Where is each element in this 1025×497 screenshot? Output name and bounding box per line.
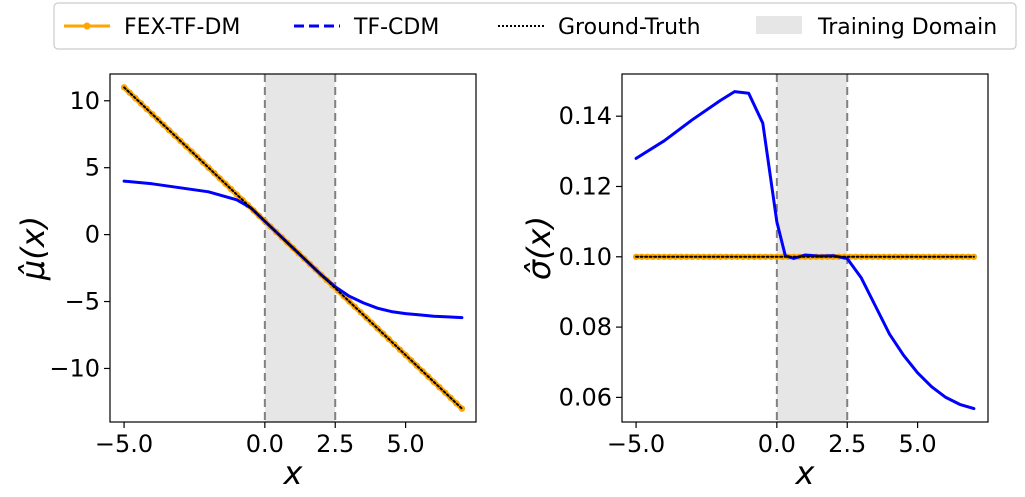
sigma-fex-marker — [717, 253, 724, 260]
sigma-xtick-label: 0.0 — [758, 430, 796, 458]
mu-xtick-label: 0.0 — [246, 430, 284, 458]
sigma-fex-marker — [672, 253, 679, 260]
sigma-ylabel: σ̂(x) — [520, 216, 558, 280]
legend-label-training: Training Domain — [817, 15, 997, 40]
legend-patch-training — [756, 16, 802, 34]
sigma-training-domain — [776, 74, 848, 422]
sigma-xtick-label: 2.5 — [828, 430, 866, 458]
sigma-fex-marker — [762, 253, 769, 260]
mu-xlabel: x — [283, 454, 304, 492]
mu-series-ground-truth — [123, 86, 463, 410]
sigma-ytick-label: 0.10 — [559, 243, 612, 271]
legend-marker-fex — [83, 22, 91, 30]
sigma-xtick-label: 5.0 — [899, 430, 937, 458]
mu-xtick-label: 2.5 — [316, 430, 354, 458]
mu-chart: −5.0 0.0 2.5 5.0 10 5 0 −5 −10 x μ̂(x) — [14, 73, 477, 492]
mu-xtick-label: −5.0 — [95, 430, 153, 458]
mu-ylabel: μ̂(x) — [14, 216, 52, 281]
mu-axes-frame — [109, 73, 477, 423]
sigma-chart: −5.0 0.0 2.5 5.0 0.14 0.12 0.10 0.08 0.06 x σ̂(… — [520, 73, 989, 492]
mu-ytick-label: 10 — [69, 87, 100, 115]
mu-ytick-label: 5 — [85, 154, 100, 182]
legend: FEX-TF-DM TF-CDM Ground-Truth Training D… — [53, 2, 1017, 50]
sigma-axes-frame — [621, 73, 989, 423]
mu-ytick-label: 0 — [85, 221, 100, 249]
sigma-xtick-label: −5.0 — [607, 430, 665, 458]
sigma-fex-marker — [649, 253, 657, 260]
sigma-ytick-label: 0.12 — [559, 172, 612, 200]
legend-label-tfcdm: TF-CDM — [353, 15, 439, 40]
sigma-ytick-label: 0.14 — [559, 102, 612, 130]
mu-ytick-label: −10 — [49, 354, 100, 382]
sigma-fex-marker — [694, 253, 702, 260]
mu-xtick-label: 5.0 — [387, 430, 425, 458]
mu-ytick-label: −5 — [65, 288, 100, 316]
sigma-xlabel: x — [795, 454, 816, 492]
sigma-fex-marker — [739, 253, 747, 260]
mu-training-domain — [264, 74, 336, 422]
legend-label-fex: FEX-TF-DM — [124, 15, 240, 40]
legend-label-groundtruth: Ground-Truth — [558, 15, 701, 40]
sigma-ytick-label: 0.08 — [559, 313, 612, 341]
sigma-ytick-label: 0.06 — [559, 383, 612, 411]
sigma-series-tf-cdm — [634, 90, 976, 411]
